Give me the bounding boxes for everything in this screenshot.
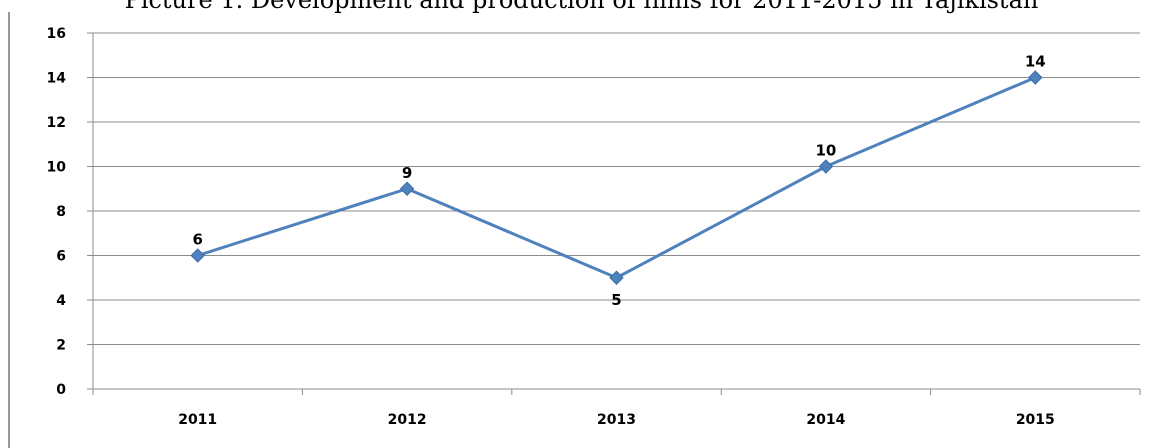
data-labels: 6 9 5 10 14 [192,53,1045,309]
chart-title: Picture 1. Development and production of… [124,0,1039,14]
data-point-marker [1028,70,1043,85]
gridlines [93,32,1140,345]
y-axis: 0 2 4 6 8 10 12 14 16 [47,26,94,398]
data-label: 14 [1025,53,1046,71]
y-tick-label: 16 [47,26,66,42]
data-label: 5 [611,291,621,309]
data-point-marker [190,248,205,263]
x-tick-label: 2012 [388,412,427,428]
y-tick-label: 6 [56,249,66,265]
y-tick-label: 8 [56,204,66,220]
data-label: 6 [192,231,202,249]
x-tick-label: 2013 [597,412,636,428]
y-tick-label: 4 [56,293,66,309]
y-tick-label: 10 [47,160,67,176]
y-tick-label: 2 [56,338,66,354]
x-tick-label: 2015 [1016,412,1055,428]
x-tick-label: 2011 [178,412,217,428]
x-tick-label: 2014 [806,412,845,428]
data-point-marker [818,159,834,174]
data-label: 9 [402,164,412,182]
data-label: 10 [815,142,836,160]
y-tick-label: 12 [47,115,66,131]
series-line [190,70,1043,285]
series-line-path [197,76,1036,280]
y-tick-label: 0 [56,382,66,398]
x-axis: 2011 2012 2013 2014 2015 [92,388,1141,428]
data-point-marker [399,181,415,196]
data-point-marker [609,270,624,285]
y-tick-label: 14 [47,71,67,87]
chart-frame-border [8,12,10,448]
